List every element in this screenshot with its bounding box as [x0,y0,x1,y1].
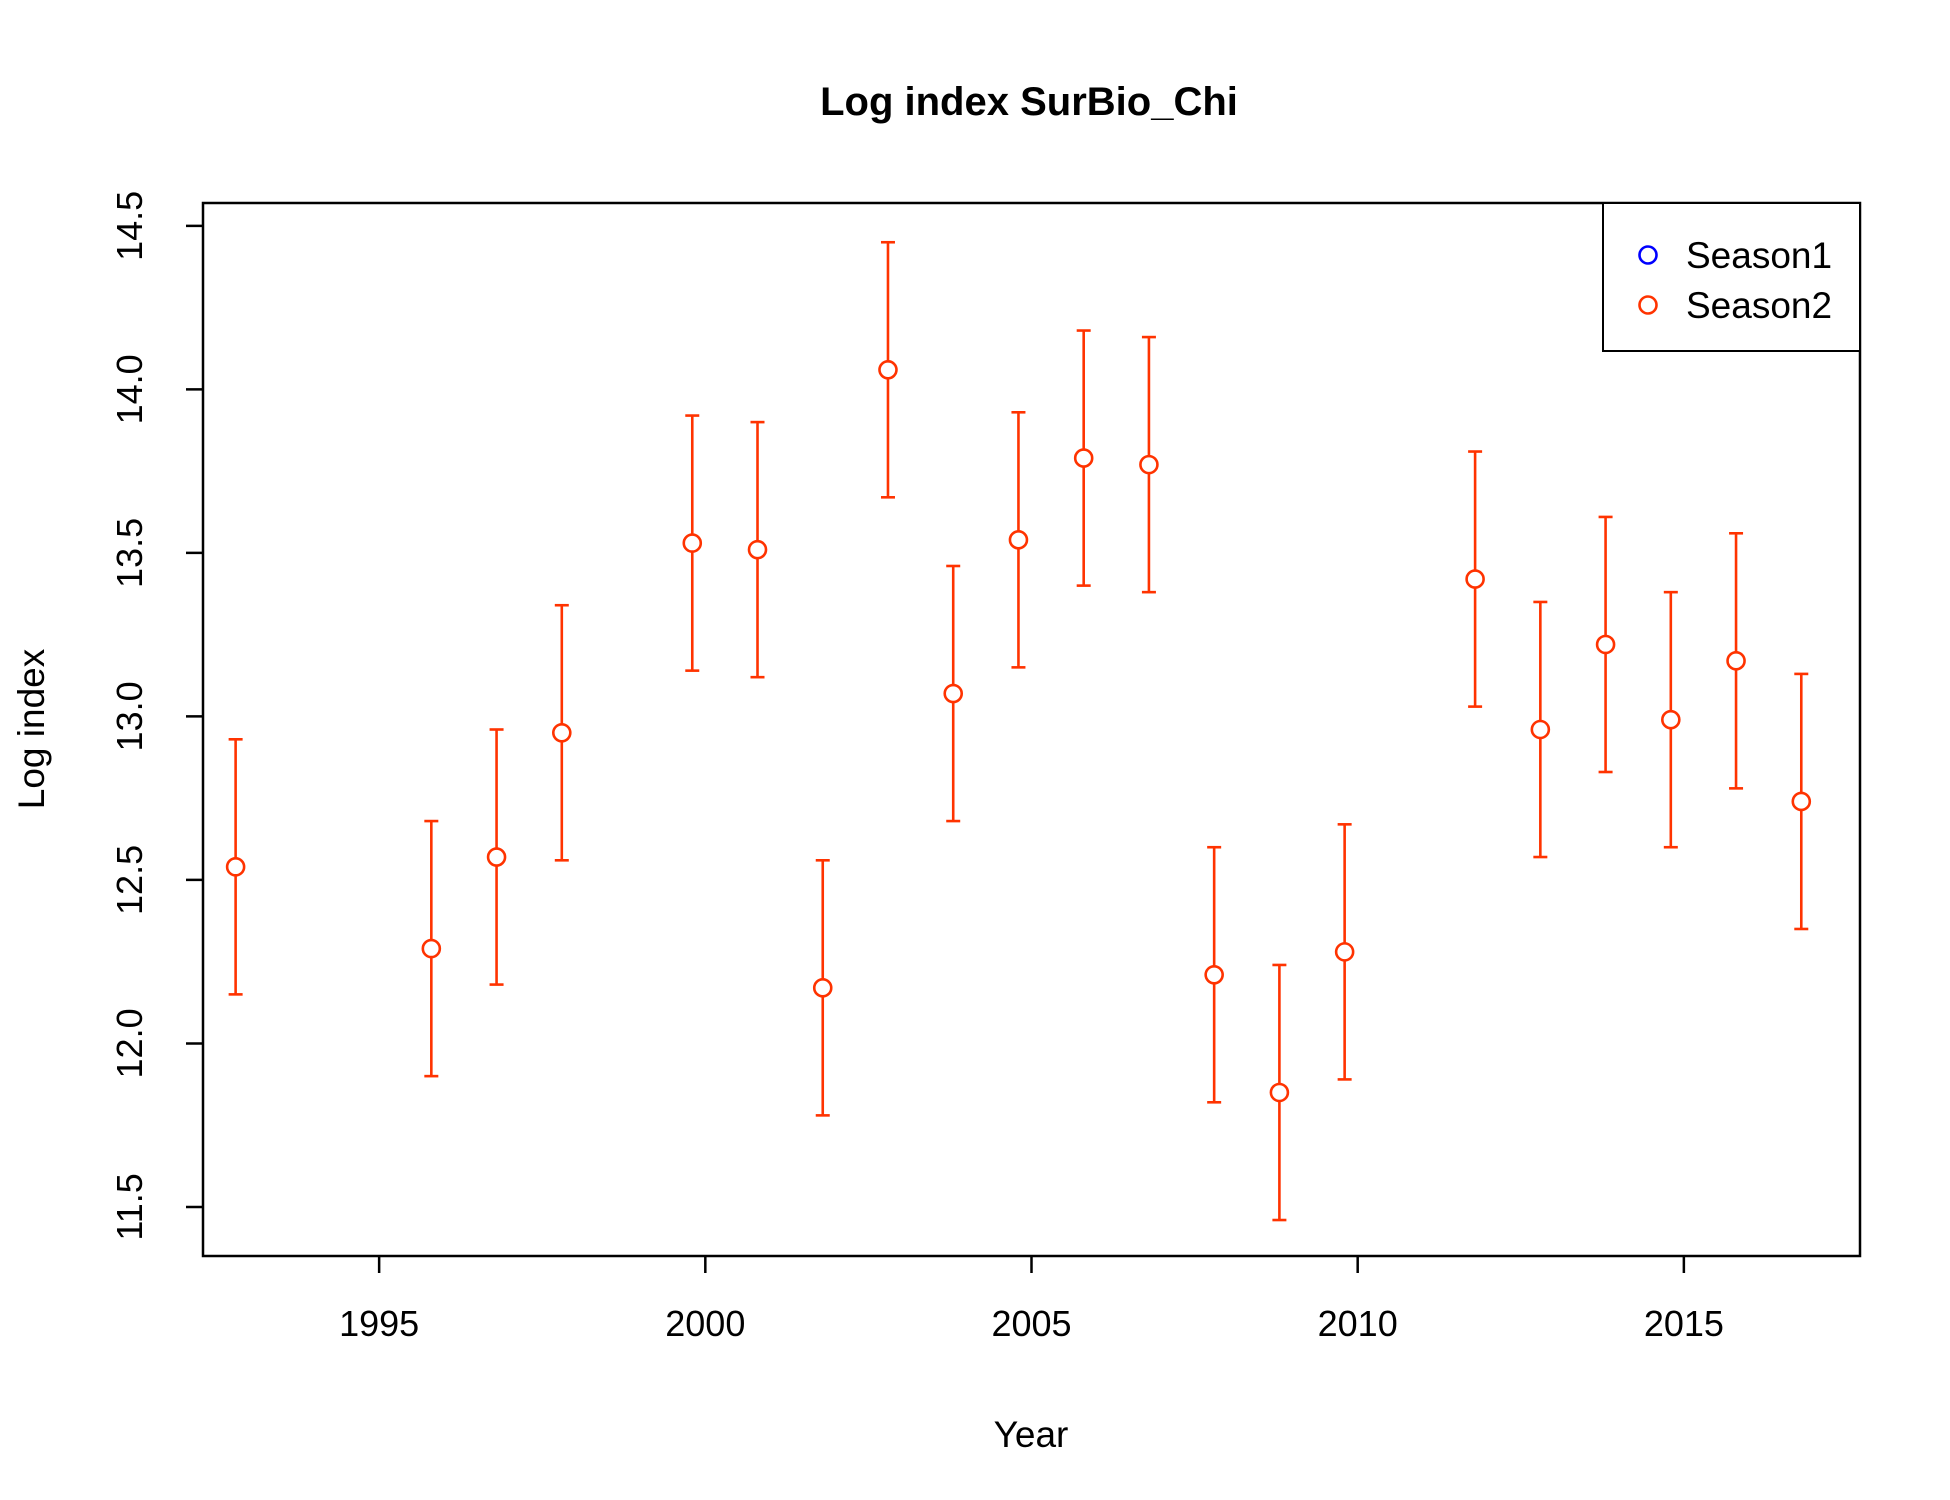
data-point [1334,942,1355,962]
x-tick-label: 2000 [665,1303,745,1344]
data-point [682,533,703,553]
data-point [1008,530,1029,550]
data-point [1595,634,1616,655]
x-tick-label: 2015 [1644,1303,1724,1344]
data-point [1139,454,1159,475]
y-tick-label: 11.5 [109,1173,150,1240]
y-tick-label: 14.5 [109,191,150,261]
data-point [747,539,768,560]
data-point [421,938,442,959]
y-tick-label: 13.0 [109,681,150,751]
y-tick-label: 14.0 [109,354,150,424]
data-point [225,857,246,877]
y-tick-label: 12.0 [109,1008,150,1078]
series-Season2 [225,240,1812,1222]
x-tick-label: 2010 [1318,1303,1398,1344]
data-point [1073,448,1094,468]
x-axis: 1995 2000 2005 2010 2015 [339,1256,1724,1344]
x-tick-label: 2005 [991,1303,1071,1344]
y-tick-label: 12.5 [109,845,150,915]
legend-box [1602,202,1861,352]
data-point [1726,651,1746,671]
data-point [943,683,964,704]
x-tick-label: 1995 [339,1303,419,1344]
data-point [1791,791,1812,812]
legend-items: Season1 Season2 [1638,235,1832,326]
data-point [1269,1082,1290,1103]
data-point [1204,964,1224,985]
legend-marker [1638,245,1658,265]
legend: Season1 Season2 [1602,202,1861,352]
data-point [1530,719,1551,740]
chart-title: Log index SurBio_Chi [820,80,1238,124]
data-series [225,240,1812,1222]
data-point [812,978,833,998]
data-point [1465,569,1485,589]
data-point [1661,709,1681,730]
y-axis: 11.5 12.0 12.5 13.0 13.5 14.0 14.5 [109,191,203,1241]
data-point [878,359,898,380]
x-axis-label: Year [994,1414,1069,1455]
data-point [486,847,507,867]
plot-frame [201,201,1862,1258]
y-tick-label: 13.5 [109,518,150,588]
data-point [551,722,572,743]
legend-marker [1638,295,1658,315]
y-axis-label: Log index [11,648,52,809]
legend-label: Season1 [1686,235,1832,276]
legend-label: Season2 [1686,285,1832,326]
